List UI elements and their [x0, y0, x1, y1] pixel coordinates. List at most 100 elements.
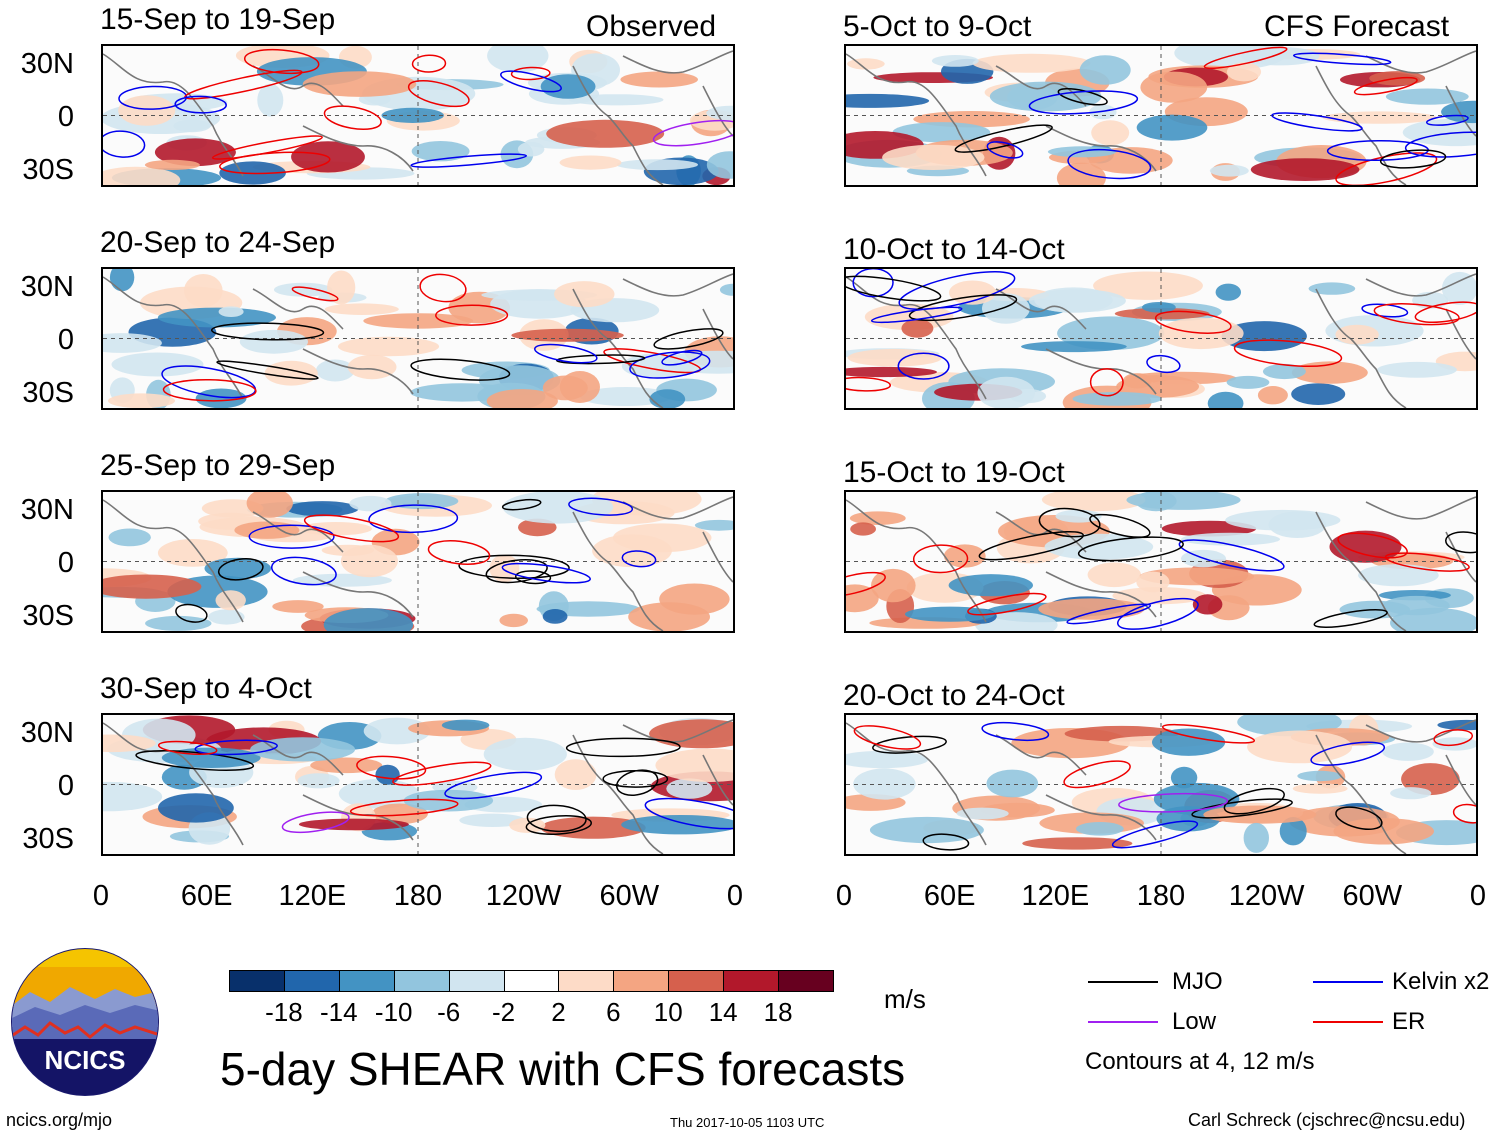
- colorbar-swatch: [668, 970, 725, 992]
- lat-label: 30N: [20, 48, 74, 80]
- lat-label: 0: [57, 324, 74, 356]
- wave-contour: [602, 769, 669, 788]
- shear-field-map: [103, 46, 733, 185]
- anomaly-shade: [103, 333, 162, 353]
- anomaly-shade: [694, 519, 733, 531]
- wave-contour: [661, 349, 703, 366]
- anomaly-shade: [1203, 805, 1317, 824]
- wave-contour: [1146, 354, 1181, 374]
- colorbar-swatch: [558, 970, 615, 992]
- wave-contour: [534, 343, 598, 364]
- wave-contour: [1425, 114, 1469, 126]
- map-panel-obs-3: [101, 490, 735, 633]
- anomaly-shade: [1192, 594, 1223, 615]
- anomaly-shade: [1291, 383, 1346, 405]
- colorbar-tick-label: -10: [374, 997, 413, 1027]
- wave-contour: [1337, 532, 1408, 559]
- shear-field-map: [846, 269, 1476, 408]
- anomaly-shade: [579, 387, 673, 406]
- anomaly-shade: [264, 360, 318, 386]
- anomaly-shade: [1072, 392, 1162, 406]
- lon-label: 60E: [923, 880, 976, 912]
- wave-contour: [157, 740, 218, 756]
- anomaly-shade: [145, 615, 212, 631]
- wave-contour: [846, 275, 942, 302]
- anomaly-shade: [853, 768, 916, 800]
- anomaly-shade: [103, 574, 202, 599]
- wave-contour: [652, 119, 733, 147]
- anomaly-shade: [666, 778, 713, 799]
- anomaly-shade: [850, 522, 876, 536]
- wave-contour: [162, 379, 257, 402]
- wave-contour: [954, 124, 1053, 153]
- lat-label: 0: [57, 547, 74, 579]
- anomaly-shade: [1093, 271, 1203, 300]
- anomaly-shade: [559, 155, 622, 170]
- anomaly-shade: [173, 119, 211, 133]
- anomaly-shade: [459, 813, 526, 827]
- wave-contour: [419, 273, 467, 303]
- lon-label: 0: [726, 880, 744, 912]
- anomaly-shade: [483, 737, 567, 771]
- wave-contour: [1038, 507, 1101, 538]
- wave-contour: [922, 833, 970, 851]
- shear-field-map: [846, 715, 1476, 854]
- anomaly-shade: [1170, 766, 1198, 789]
- lon-label: 0: [1469, 880, 1487, 912]
- anomaly-shade: [1221, 321, 1307, 352]
- anomaly-shade: [554, 281, 615, 308]
- anomaly-shade: [1140, 71, 1208, 103]
- wave-contour: [500, 70, 562, 93]
- footer-author: Carl Schreck (cjschrec@ncsu.edu): [1188, 1110, 1466, 1130]
- wave-contour: [1414, 301, 1476, 324]
- map-panel-obs-2: [101, 267, 735, 410]
- legend-label-er: ER: [1392, 1008, 1426, 1035]
- colorbar-tick-label: -2: [491, 997, 516, 1027]
- anomaly-shade: [986, 769, 1039, 798]
- anomaly-shade: [1432, 737, 1476, 751]
- shear-field-map: [846, 492, 1476, 631]
- lon-label: 120W: [485, 880, 562, 912]
- wave-contour: [514, 570, 552, 585]
- anomaly-shade: [901, 319, 934, 338]
- map-panel-fc-1: [844, 44, 1478, 187]
- anomaly-shade: [157, 307, 276, 328]
- anomaly-shade: [1335, 324, 1379, 345]
- wave-contour: [1077, 536, 1184, 562]
- panel-title-obs-1: 15-Sep to 19-Sep: [100, 3, 336, 36]
- anomaly-shade: [1226, 375, 1270, 389]
- footer-url[interactable]: ncics.org/mjo: [6, 1110, 113, 1130]
- anomaly-shade: [546, 119, 665, 148]
- lon-label: 60W: [1342, 880, 1403, 912]
- wave-contour: [1335, 806, 1383, 830]
- wave-contour: [1271, 112, 1363, 132]
- wave-contour: [135, 750, 255, 771]
- anomaly-shade: [649, 389, 686, 408]
- colorbar-units: m/s: [884, 984, 926, 1014]
- anomaly-shade: [298, 818, 409, 831]
- lon-label: 60W: [599, 880, 660, 912]
- anomaly-shade: [1437, 719, 1476, 731]
- anomaly-shade: [1021, 341, 1127, 353]
- wave-contour: [565, 737, 681, 758]
- anomaly-shade: [310, 757, 383, 774]
- wave-contour: [1191, 798, 1293, 819]
- panel-title-obs-2: 20-Sep to 24-Sep: [100, 226, 336, 259]
- wave-contour: [1404, 131, 1476, 158]
- coastlines: [103, 496, 733, 631]
- wave-contour: [219, 151, 331, 175]
- wave-contour: [1067, 148, 1152, 180]
- anomaly-shade: [1225, 509, 1341, 531]
- wave-contour: [510, 66, 551, 81]
- colorbar-tick-label: 18: [763, 997, 793, 1027]
- wave-contour: [1111, 820, 1199, 849]
- colorbar-swatch: [393, 970, 450, 992]
- panel-title-fc-3: 15-Oct to 19-Oct: [843, 456, 1065, 489]
- wave-contour: [270, 556, 337, 586]
- anomaly-shade: [274, 282, 333, 297]
- colorbar-tick-label: 2: [551, 997, 566, 1027]
- map-panel-obs-4: [101, 713, 735, 856]
- anomaly-shade: [1297, 770, 1342, 782]
- anomaly-shade: [144, 159, 200, 170]
- anomaly-shade: [1241, 47, 1320, 66]
